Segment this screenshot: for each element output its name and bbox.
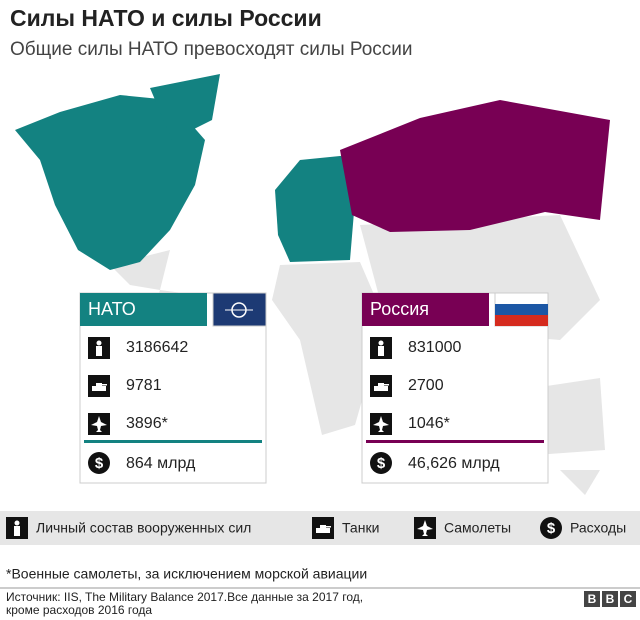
- nato-land: [15, 95, 205, 270]
- logo-letter: C: [624, 592, 633, 606]
- stat-value: 3186642: [126, 339, 188, 356]
- footnote: *Военные самолеты, за исключением морско…: [6, 566, 367, 582]
- icon: $: [377, 455, 386, 472]
- logo-box: [620, 591, 636, 607]
- icon: [14, 526, 20, 536]
- stat-value: 831000: [408, 339, 461, 356]
- icon: [316, 528, 330, 533]
- stat-value: 46,626 млрд: [408, 455, 500, 472]
- panels: НАТО 3186642 9781 3896* $ 864 млрд Россия 83100…: [79, 292, 549, 484]
- icon: [91, 416, 107, 432]
- icon: [88, 452, 110, 474]
- legend-label: Самолеты: [444, 520, 511, 536]
- logo-box: [602, 591, 618, 607]
- divider: [84, 440, 262, 443]
- icon: [378, 383, 384, 387]
- logo-box: [584, 591, 600, 607]
- panel-header: [80, 293, 207, 326]
- icon: [417, 520, 433, 536]
- title: Силы НАТО и силы России: [10, 5, 322, 31]
- logo-letter: B: [606, 592, 615, 606]
- legend: Личный состав вооруженных сил Танки Самоле…: [6, 517, 626, 539]
- panel-name: НАТО: [88, 299, 136, 319]
- icon: [378, 346, 384, 356]
- legend-label: Расходы: [570, 520, 626, 536]
- icon: [320, 525, 326, 529]
- icon: [540, 517, 562, 539]
- panel: НАТО 3186642 9781 3896* $ 864 млрд: [79, 292, 267, 484]
- icon: [101, 384, 107, 386]
- icon: [374, 386, 388, 391]
- stat-value: 3896*: [126, 415, 168, 432]
- icon: [370, 452, 392, 474]
- icon: [325, 526, 331, 528]
- land: [272, 262, 385, 435]
- icon: [96, 346, 102, 356]
- flag-stripe: [495, 304, 548, 315]
- icon: $: [95, 455, 104, 472]
- stat-value: 2700: [408, 377, 444, 394]
- subtitle: Общие силы НАТО превосходят силы России: [10, 39, 413, 60]
- panel-header: [362, 293, 489, 326]
- icon: [92, 386, 106, 391]
- icon: [96, 383, 102, 387]
- stat-value: 864 млрд: [126, 455, 196, 472]
- russia-land: [340, 100, 610, 232]
- source: кроме расходов 2016 года: [6, 603, 152, 617]
- land: [110, 250, 170, 290]
- land: [560, 470, 600, 495]
- icon: [96, 340, 102, 346]
- panel-name: Россия: [370, 299, 429, 319]
- divider: [366, 440, 544, 443]
- stat-value: 1046*: [408, 415, 450, 432]
- icon: $: [547, 520, 556, 537]
- panel: Россия 831000 2700 1046* $ 46,626 млрд: [361, 292, 549, 484]
- stat-value: 9781: [126, 377, 162, 394]
- source: Источник: IIS, The Military Balance 2017…: [6, 590, 363, 604]
- icon: [383, 384, 389, 386]
- logo-letter: B: [588, 592, 597, 606]
- icon: [378, 340, 384, 346]
- legend-label: Танки: [342, 520, 379, 536]
- nato-land: [150, 74, 220, 140]
- icon: [14, 520, 20, 526]
- nato-land: [275, 155, 355, 262]
- legend-label: Личный состав вооруженных сил: [36, 520, 251, 536]
- flag-stripe: [495, 315, 548, 326]
- icon: [373, 416, 389, 432]
